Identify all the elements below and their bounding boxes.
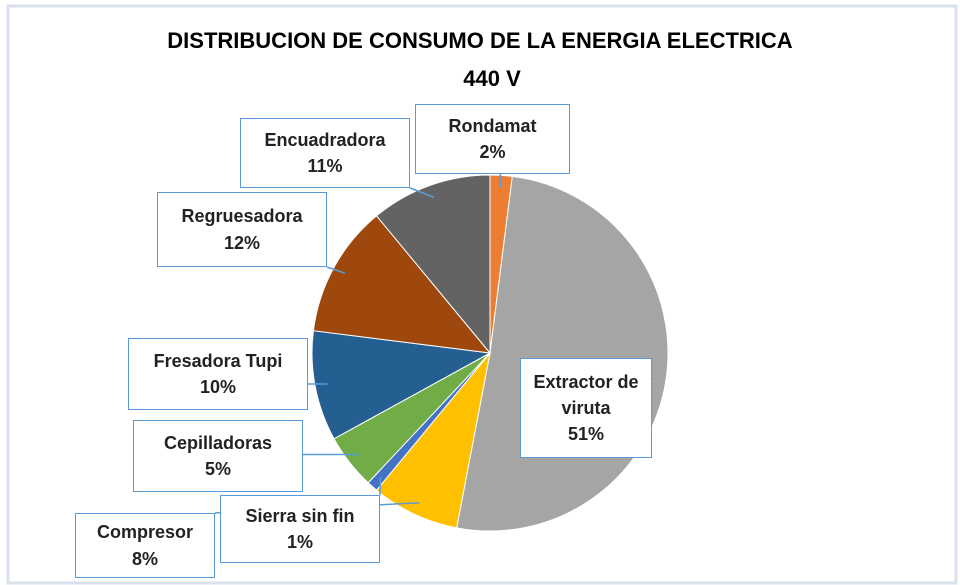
value-label: 12% <box>223 232 261 253</box>
chart-frame <box>6 4 958 585</box>
data-label: Encuadradora 11% <box>240 118 410 188</box>
data-label: Cepilladoras 5% <box>133 420 303 492</box>
value-label: 8% <box>131 548 158 569</box>
category-label: Regruesadora <box>181 206 303 227</box>
data-label: Fresadora Tupi 10% <box>128 338 308 410</box>
chart-title: 440 V <box>463 66 521 91</box>
data-label: Regruesadora 12% <box>157 192 327 267</box>
value-label: 51% <box>567 424 605 445</box>
pie-slice <box>311 330 492 440</box>
data-label: Sierra sin fin 1% <box>220 495 380 563</box>
callout-pointer <box>379 477 382 496</box>
callout-pointer <box>326 266 346 274</box>
category-label: Compresor <box>96 522 194 543</box>
data-label: Rondamat 2% <box>415 104 570 174</box>
chart-title: DISTRIBUCION DE CONSUMO DE LA ENERGIA EL… <box>167 28 793 53</box>
category-label: Rondamat <box>448 115 537 136</box>
data-label: Extractor de viruta 51% <box>520 358 652 458</box>
pie-slice <box>375 174 491 355</box>
value-label: 11% <box>307 156 343 176</box>
category-label: Sierra sin fin <box>245 505 355 526</box>
data-label: Compresor 8% <box>75 513 215 578</box>
category-label: Cepilladoras <box>163 432 273 453</box>
category-label: Encuadradora <box>264 129 386 150</box>
value-label: 10% <box>199 377 237 397</box>
category-label: Fresadora Tupi <box>153 350 283 371</box>
pie-slice <box>312 215 492 354</box>
value-label: 2% <box>479 142 506 162</box>
pie-slice <box>375 352 491 529</box>
value-label: 5% <box>204 459 231 479</box>
callout-pointer <box>409 187 435 198</box>
category-label: Extractor de viruta <box>533 371 639 418</box>
value-label: 1% <box>286 532 313 552</box>
